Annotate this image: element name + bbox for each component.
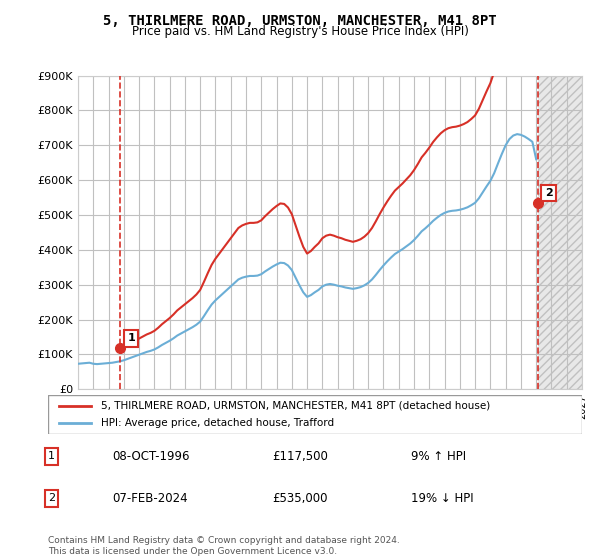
Text: Price paid vs. HM Land Registry's House Price Index (HPI): Price paid vs. HM Land Registry's House … bbox=[131, 25, 469, 38]
Text: 07-FEB-2024: 07-FEB-2024 bbox=[112, 492, 188, 505]
Text: 5, THIRLMERE ROAD, URMSTON, MANCHESTER, M41 8PT (detached house): 5, THIRLMERE ROAD, URMSTON, MANCHESTER, … bbox=[101, 401, 491, 411]
Text: 1: 1 bbox=[48, 451, 55, 461]
Text: 19% ↓ HPI: 19% ↓ HPI bbox=[411, 492, 474, 505]
Text: £535,000: £535,000 bbox=[272, 492, 328, 505]
Text: 5, THIRLMERE ROAD, URMSTON, MANCHESTER, M41 8PT: 5, THIRLMERE ROAD, URMSTON, MANCHESTER, … bbox=[103, 14, 497, 28]
Text: Contains HM Land Registry data © Crown copyright and database right 2024.
This d: Contains HM Land Registry data © Crown c… bbox=[48, 536, 400, 556]
Text: 1: 1 bbox=[127, 333, 135, 343]
Text: 9% ↑ HPI: 9% ↑ HPI bbox=[411, 450, 466, 463]
Text: £117,500: £117,500 bbox=[272, 450, 328, 463]
Text: 2: 2 bbox=[545, 188, 553, 198]
Text: 08-OCT-1996: 08-OCT-1996 bbox=[112, 450, 190, 463]
Text: HPI: Average price, detached house, Trafford: HPI: Average price, detached house, Traf… bbox=[101, 418, 335, 428]
FancyBboxPatch shape bbox=[48, 395, 582, 434]
Polygon shape bbox=[538, 76, 582, 389]
Text: 2: 2 bbox=[48, 493, 55, 503]
Bar bbox=[538, 76, 582, 389]
